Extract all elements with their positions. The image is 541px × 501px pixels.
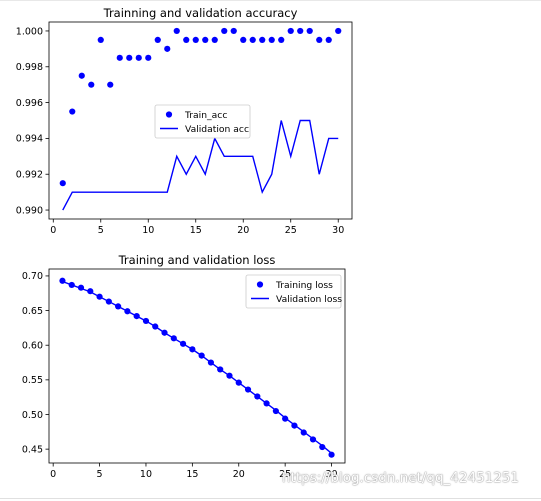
data-point	[78, 72, 85, 79]
chart-title: Training and validation loss	[118, 253, 276, 267]
data-point	[183, 36, 190, 44]
x-tick-label: 20	[233, 469, 245, 480]
data-point	[97, 36, 104, 44]
y-tick-label: 0.50	[22, 410, 43, 421]
chart-1: Trainning and validation accuracy 0 5 10 15 2…	[16, 6, 353, 236]
x-tick-label: 15	[186, 469, 198, 480]
legend-marker-dot	[165, 111, 173, 118]
y-tick-label: 0.60	[22, 341, 43, 352]
data-point	[268, 36, 275, 44]
chart-2: Training and validation loss 0 5 10 15 20 25 30…	[22, 253, 346, 480]
data-point	[116, 54, 123, 61]
x-tick-label: 5	[98, 225, 104, 236]
data-point	[69, 108, 76, 115]
y-tick-label: 0.996	[16, 98, 43, 109]
data-point	[306, 27, 313, 35]
data-point	[278, 36, 285, 44]
series-line-validation-loss	[62, 280, 332, 454]
y-tick-label: 0.70	[22, 271, 43, 282]
data-point	[211, 36, 218, 44]
legend-label: Validation acc	[185, 124, 249, 135]
data-point	[259, 36, 266, 44]
data-point	[249, 36, 256, 44]
data-point	[126, 54, 133, 61]
chart-title: Trainning and validation accuracy	[103, 6, 298, 20]
top-divider	[0, 0, 541, 1]
legend-marker-dot	[256, 281, 264, 288]
y-tick-label: 0.990	[16, 205, 43, 216]
axes-frame	[48, 21, 353, 220]
legend-box	[154, 104, 251, 139]
y-tick-label: 1.000	[16, 26, 43, 37]
y-tick-label: 0.992	[16, 170, 43, 181]
x-tick-label: 30	[325, 469, 337, 480]
x-tick-label: 10	[140, 469, 152, 480]
y-tick-label: 0.45	[22, 444, 43, 455]
legend-label: Training loss	[275, 280, 333, 291]
data-point	[221, 27, 228, 35]
bottom-divider	[0, 498, 541, 499]
data-point	[145, 54, 152, 61]
y-tick-label: 0.65	[22, 306, 43, 317]
data-point	[328, 451, 335, 458]
x-tick-label: 30	[332, 225, 344, 236]
y-tick-label: 0.994	[16, 134, 43, 145]
y-tick-label: 0.998	[16, 62, 43, 73]
x-tick-label: 25	[279, 469, 291, 480]
data-point	[173, 27, 180, 35]
x-tick-label: 0	[50, 469, 56, 480]
data-point	[164, 45, 171, 52]
data-point	[135, 54, 142, 61]
legend-label: Validation loss	[276, 294, 342, 305]
data-point	[59, 180, 66, 187]
data-point	[202, 36, 209, 44]
watermark: https://blog.csdn.net/qq_42451251	[282, 470, 520, 486]
data-point	[335, 27, 342, 35]
x-tick-label: 15	[190, 225, 202, 236]
legend: Training loss Validation loss	[245, 274, 342, 309]
data-point	[325, 36, 332, 44]
y-tick-label: 0.55	[22, 375, 43, 386]
x-tick-label: 5	[97, 469, 103, 480]
x-tick-label: 20	[237, 225, 249, 236]
x-tick-label: 0	[50, 225, 56, 236]
data-point	[316, 36, 323, 44]
data-point	[319, 443, 326, 451]
data-point	[154, 36, 161, 44]
data-point	[88, 81, 95, 88]
data-point	[287, 27, 294, 35]
x-tick-label: 25	[285, 225, 297, 236]
axes-frame	[48, 268, 346, 464]
legend-box	[245, 274, 342, 309]
x-tick-label: 10	[142, 225, 154, 236]
data-point	[240, 36, 247, 44]
data-point	[230, 27, 237, 35]
legend: Train_acc Validation acc	[154, 104, 251, 139]
data-point	[297, 27, 304, 35]
data-point	[107, 81, 114, 88]
series-line-validation-acc	[62, 119, 339, 211]
legend-label: Train_acc	[184, 110, 227, 121]
data-point	[192, 36, 199, 44]
